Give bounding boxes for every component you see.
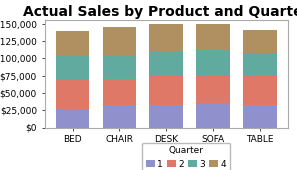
Bar [56, 109, 89, 128]
Bar [149, 52, 183, 76]
Bar [243, 76, 277, 105]
Bar [149, 24, 183, 52]
Bar [56, 31, 89, 56]
Bar [243, 105, 277, 128]
Bar [56, 80, 89, 109]
Bar [102, 79, 136, 105]
Bar [149, 76, 183, 105]
Title: Actual Sales by Product and Quarter: Actual Sales by Product and Quarter [23, 5, 297, 19]
Bar [149, 105, 183, 128]
Bar [196, 50, 230, 76]
Bar [102, 105, 136, 128]
Bar [196, 76, 230, 103]
Bar [102, 27, 136, 56]
Bar [243, 53, 277, 76]
Bar [56, 56, 89, 80]
Bar [243, 30, 277, 53]
Legend: 1, 2, 3, 4: 1, 2, 3, 4 [142, 142, 230, 170]
Bar [102, 56, 136, 79]
Bar [196, 24, 230, 50]
Bar [196, 103, 230, 128]
